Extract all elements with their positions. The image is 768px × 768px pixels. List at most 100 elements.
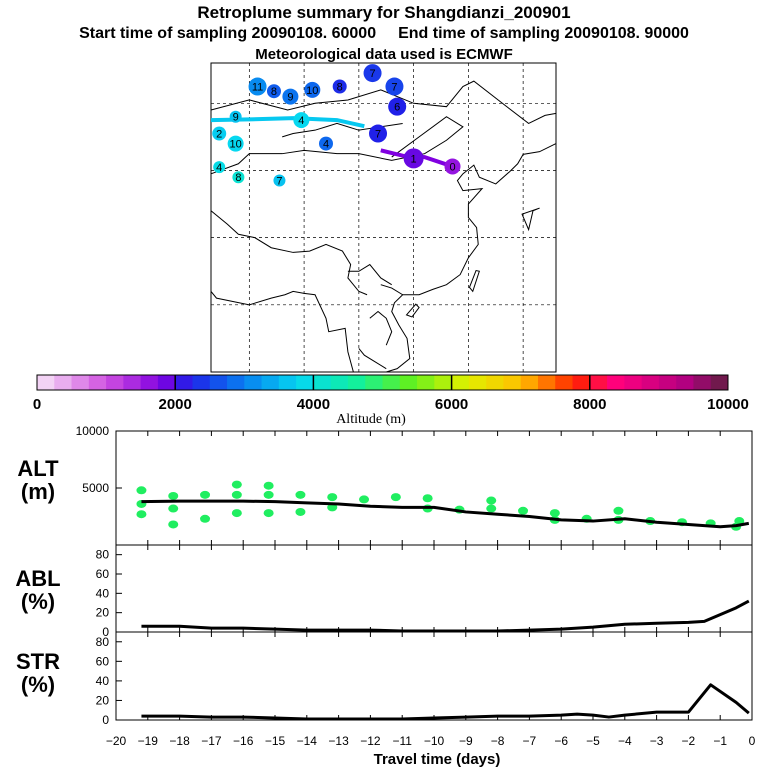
y-tick-label: 40 bbox=[96, 586, 110, 600]
colorbar-cell bbox=[417, 375, 435, 390]
map-island bbox=[405, 303, 420, 318]
altitude-scatter-point bbox=[168, 504, 179, 513]
y-tick-label: 0 bbox=[102, 625, 109, 639]
y-tick-label: 20 bbox=[96, 693, 110, 707]
colorbar-cell bbox=[54, 375, 73, 390]
altitude-scatter-point bbox=[327, 493, 338, 502]
colorbar-cell bbox=[693, 375, 712, 390]
altitude-scatter-point bbox=[486, 504, 497, 513]
colorbar-cell bbox=[555, 375, 574, 390]
series-line bbox=[141, 599, 750, 633]
colorbar-cell bbox=[468, 375, 487, 390]
colorbar-cell bbox=[486, 375, 504, 390]
altitude-scatter-point bbox=[263, 481, 274, 490]
colorbar-cell bbox=[157, 375, 176, 390]
plume-cluster-label: 4 bbox=[216, 162, 222, 174]
map-boundary-line bbox=[210, 290, 354, 373]
colorbar-cell bbox=[175, 375, 193, 390]
colorbar-cell bbox=[209, 375, 228, 390]
x-tick-label: −7 bbox=[523, 734, 537, 748]
colorbar-cell bbox=[399, 375, 418, 390]
plume-cluster-label: 7 bbox=[369, 68, 375, 80]
colorbar-cell bbox=[589, 375, 608, 390]
plume-cluster-label: 10 bbox=[230, 139, 242, 151]
map-boundary-line bbox=[210, 116, 464, 175]
x-tick-label: −19 bbox=[138, 734, 159, 748]
y-tick-label: 60 bbox=[96, 567, 110, 581]
altitude-scatter-point bbox=[390, 493, 401, 502]
x-tick-label: −1 bbox=[713, 734, 727, 748]
series-line bbox=[141, 683, 750, 721]
colorbar-cell bbox=[520, 375, 539, 390]
altitude-scatter-point bbox=[263, 509, 274, 518]
colorbar-cell bbox=[313, 375, 332, 390]
plume-cluster-dot bbox=[332, 79, 347, 94]
x-tick-label: −2 bbox=[682, 734, 696, 748]
x-tick-label: −13 bbox=[328, 734, 349, 748]
colorbar-title: Altitude (m) bbox=[336, 412, 406, 427]
y-tick-label: 80 bbox=[96, 548, 110, 562]
x-tick-label: −18 bbox=[169, 734, 190, 748]
panel-ylabel: STR bbox=[16, 649, 60, 674]
x-tick-label: −20 bbox=[106, 734, 127, 748]
colorbar-cell bbox=[123, 375, 142, 390]
x-tick-label: −12 bbox=[360, 734, 381, 748]
altitude-scatter-point bbox=[136, 486, 147, 495]
altitude-scatter-point bbox=[136, 510, 147, 519]
colorbar-cell bbox=[434, 375, 453, 390]
plume-cluster-dot bbox=[369, 124, 388, 143]
series-line bbox=[141, 499, 750, 529]
colorbar-cell bbox=[607, 375, 625, 390]
altitude-scatter-point bbox=[422, 494, 433, 503]
map-frame bbox=[210, 62, 557, 373]
y-tick-label: 60 bbox=[96, 654, 110, 668]
altitude-scatter-point bbox=[231, 490, 242, 499]
plume-cluster-dot bbox=[388, 97, 407, 116]
altitude-scatter-point bbox=[295, 507, 306, 516]
end-time-label: End time of sampling 20090108. 90000 bbox=[398, 25, 689, 42]
chart-title: Retroplume summary for Shangdianzi_20090… bbox=[197, 3, 571, 22]
colorbar-cell bbox=[261, 375, 280, 390]
x-tick-label: −3 bbox=[650, 734, 664, 748]
plume-cluster-label: 11 bbox=[252, 82, 263, 94]
plume-cluster-label: 1 bbox=[411, 153, 417, 165]
plume-cluster-label: 8 bbox=[337, 82, 343, 94]
y-tick-label: 40 bbox=[96, 674, 110, 688]
x-tick-label: −8 bbox=[491, 734, 505, 748]
colorbar-cell bbox=[244, 375, 263, 390]
altitude-scatter-point bbox=[231, 509, 242, 518]
plume-cluster-label: 0 bbox=[449, 161, 455, 173]
colorbar-cell bbox=[641, 375, 660, 390]
altitude-colorbar: 0 2000 4000 6000 8000 10000 Altitude (m) bbox=[33, 374, 749, 427]
panel-str: 0 20 40 60 80 STR(%) bbox=[16, 631, 753, 727]
colorbar-cell bbox=[382, 375, 401, 390]
colorbar-cell bbox=[503, 375, 522, 390]
plume-cluster-label: 8 bbox=[271, 86, 277, 98]
colorbar-cell bbox=[296, 375, 314, 390]
colorbar-cell bbox=[140, 375, 159, 390]
altitude-scatter-point bbox=[734, 517, 745, 526]
colorbar-tick-label: 4000 bbox=[297, 396, 330, 413]
altitude-scatter-point bbox=[168, 520, 179, 529]
plume-cluster-label: 6 bbox=[394, 102, 400, 114]
colorbar-cell bbox=[624, 375, 643, 390]
x-tick-label: −6 bbox=[554, 734, 568, 748]
plume-cluster-dot bbox=[403, 148, 424, 169]
plume-cluster-label: 8 bbox=[235, 172, 241, 184]
plume-cluster-label: 9 bbox=[287, 92, 293, 104]
colorbar-tick-label: 6000 bbox=[435, 396, 468, 413]
plume-cluster-label: 7 bbox=[276, 176, 282, 188]
x-tick-label: −14 bbox=[297, 734, 318, 748]
panel-ylabel: ALT bbox=[17, 456, 59, 481]
colorbar-tick-label: 2000 bbox=[159, 396, 192, 413]
map-boundary-line bbox=[210, 210, 368, 296]
colorbar-cell bbox=[330, 375, 349, 390]
plume-cluster-dot bbox=[227, 135, 244, 152]
plume-cluster-dot bbox=[304, 81, 321, 98]
map-boundary-line bbox=[380, 284, 403, 296]
x-tick-label: −11 bbox=[392, 734, 412, 748]
map-boundary-line bbox=[358, 348, 387, 370]
panel-ylabel-unit: (m) bbox=[21, 479, 55, 504]
y-tick-label: 80 bbox=[96, 635, 110, 649]
